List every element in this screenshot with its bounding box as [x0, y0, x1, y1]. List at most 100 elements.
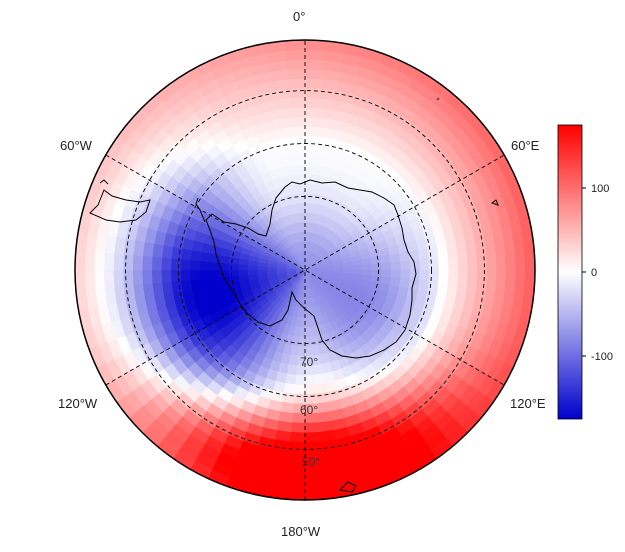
field-cell	[301, 231, 306, 242]
field-cell	[288, 87, 306, 99]
field-cell	[313, 373, 326, 385]
field-cell	[291, 116, 306, 128]
field-cell	[294, 154, 306, 166]
field-cell	[304, 58, 324, 70]
field-cell	[189, 259, 201, 271]
field-cell	[466, 269, 478, 286]
field-cell	[171, 246, 183, 260]
field-cell	[381, 262, 392, 271]
field-cell	[304, 173, 314, 185]
field-cell	[304, 68, 323, 80]
colorbar-tick-label-minus100: -100	[591, 351, 613, 363]
field-cell	[310, 335, 319, 347]
colorbar-tick-label-100: 100	[591, 183, 609, 195]
lon-label-120e: 120°E	[510, 396, 546, 411]
field-cell	[371, 262, 382, 271]
field-cell	[284, 489, 306, 500]
field-cell	[304, 384, 317, 395]
field-cell	[228, 269, 239, 278]
antarctica-coastline	[89, 97, 499, 493]
field-cell	[237, 269, 249, 277]
field-cell	[103, 252, 115, 271]
field-cell	[293, 384, 306, 395]
field-cell	[84, 250, 96, 271]
field-cell	[286, 470, 306, 482]
field-cell	[428, 269, 440, 283]
field-cell	[380, 254, 392, 264]
field-cell	[304, 479, 325, 491]
field-cell	[141, 255, 153, 271]
field-cell	[190, 278, 202, 291]
field-cell	[304, 97, 321, 109]
field-cell	[297, 183, 306, 194]
graticule	[105, 40, 505, 500]
field-cell	[417, 248, 430, 261]
field-cell	[447, 269, 459, 284]
field-cell	[342, 265, 354, 271]
field-cell	[289, 183, 299, 195]
field-cell	[284, 155, 297, 167]
field-cell	[289, 431, 306, 443]
field-cell	[370, 256, 382, 265]
field-cell	[304, 183, 313, 194]
field-cell	[389, 253, 401, 263]
field-cell	[417, 279, 430, 292]
field-cell	[505, 251, 517, 271]
field-cell	[304, 87, 322, 99]
field-cell	[209, 277, 221, 287]
field-cell	[304, 489, 326, 500]
field-cell	[304, 78, 323, 89]
field-cell	[333, 266, 344, 271]
field-cell	[400, 260, 411, 271]
field-cell	[524, 249, 535, 271]
field-cell	[160, 269, 172, 283]
field-cell	[290, 106, 306, 118]
field-cell	[304, 374, 316, 386]
field-cell	[286, 164, 297, 176]
field-cell	[390, 261, 402, 271]
field-cell	[466, 254, 478, 271]
field-cell	[304, 441, 322, 453]
field-cell	[180, 279, 193, 292]
field-cell	[390, 269, 402, 279]
field-cell	[514, 269, 526, 290]
field-cell	[286, 58, 306, 70]
field-cell	[495, 252, 507, 271]
field-cell	[285, 479, 306, 491]
field-cell	[300, 221, 306, 233]
lat-label-50: 50°	[302, 455, 320, 469]
field-cell	[304, 326, 312, 338]
field-cell	[304, 116, 319, 128]
field-cell	[93, 269, 105, 289]
field-cell	[295, 164, 306, 175]
field-cell	[132, 254, 144, 271]
field-cell	[304, 154, 316, 166]
field-cell	[524, 269, 535, 291]
field-cell	[171, 280, 183, 294]
field-cell	[495, 269, 507, 288]
field-cell	[93, 251, 105, 271]
field-cell	[297, 193, 306, 204]
field-cell	[170, 257, 182, 271]
field-cell	[180, 248, 193, 261]
field-cell	[293, 145, 306, 156]
field-cell	[438, 269, 450, 283]
field-cell	[180, 269, 191, 282]
field-cell	[199, 260, 210, 271]
field-cell	[299, 212, 306, 223]
field-cell	[400, 269, 411, 280]
field-cell	[304, 336, 313, 347]
field-cell	[291, 193, 300, 205]
field-cell	[287, 78, 306, 89]
field-cell	[361, 263, 373, 271]
field-cell	[304, 317, 311, 328]
field-cell	[84, 269, 96, 290]
field-cell	[287, 68, 306, 80]
field-cell	[314, 382, 327, 395]
field-cell	[304, 125, 318, 137]
field-cell	[352, 264, 363, 271]
field-cell	[132, 269, 144, 286]
lat-label-60: 60°	[300, 403, 318, 417]
